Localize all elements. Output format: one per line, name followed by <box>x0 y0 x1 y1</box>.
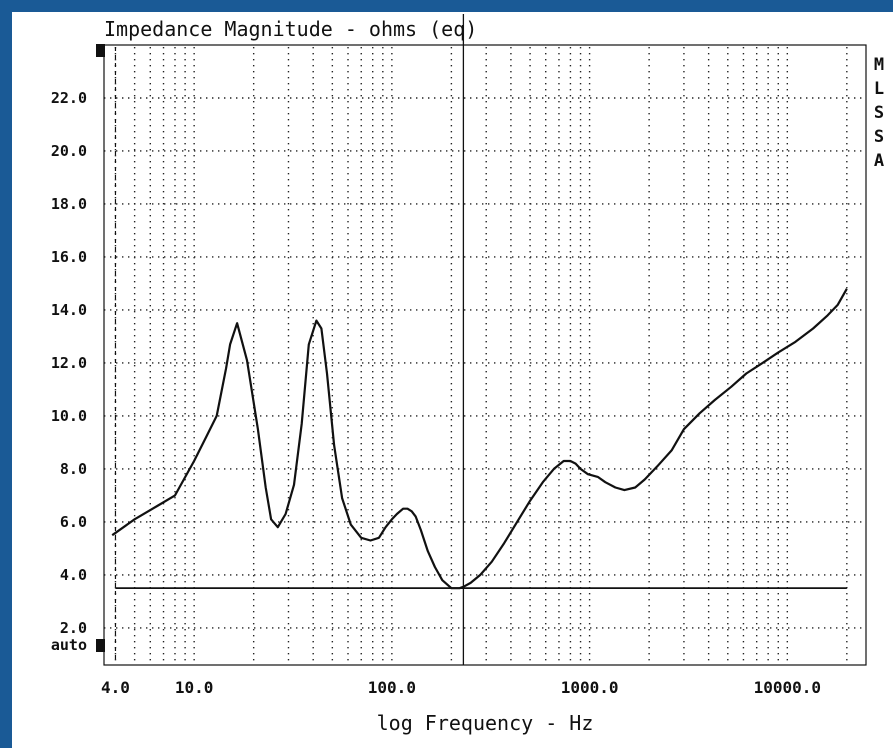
x-axis-labels: 4.0 10.0 100.0 1000.0 10000.0 <box>101 678 821 697</box>
x-tick-label: 100.0 <box>368 678 416 697</box>
corner-marker-top <box>96 44 105 57</box>
y-tick-label: 20.0 <box>51 142 87 160</box>
side-label-letter: S <box>874 103 884 123</box>
y-tick-label: 18.0 <box>51 195 87 213</box>
y-tick-label: 14.0 <box>51 301 87 319</box>
x-tick-label: 10000.0 <box>754 678 821 697</box>
y-auto-label: auto <box>51 636 87 654</box>
series-layer <box>111 14 848 665</box>
side-label-letter: S <box>874 127 884 147</box>
grid-layer <box>104 47 866 663</box>
side-label-letter: L <box>874 79 884 99</box>
y-tick-label: 2.0 <box>60 619 87 637</box>
chart-screen: Impedance Magnitude - ohms (eq) 2.0 4.0 6.… <box>12 12 893 748</box>
x-axis-title: log Frequency - Hz <box>377 711 594 735</box>
x-tick-label: 10.0 <box>175 678 214 697</box>
x-tick-label: 4.0 <box>101 678 130 697</box>
y-tick-label: 8.0 <box>60 460 87 478</box>
y-tick-label: 16.0 <box>51 248 87 266</box>
impedance-curve <box>111 288 848 590</box>
impedance-chart: Impedance Magnitude - ohms (eq) 2.0 4.0 6.… <box>51 14 884 735</box>
y-axis-labels: 2.0 4.0 6.0 8.0 10.0 12.0 14.0 16.0 18.0 20.0 22.0 <box>51 89 87 637</box>
side-label-letter: M <box>874 55 884 75</box>
corner-marker-bottom <box>96 639 105 652</box>
plot-frame <box>103 44 867 666</box>
side-label-letter: A <box>874 151 884 171</box>
x-tick-label: 1000.0 <box>561 678 619 697</box>
y-tick-label: 6.0 <box>60 513 87 531</box>
y-tick-label: 10.0 <box>51 407 87 425</box>
y-tick-label: 22.0 <box>51 89 87 107</box>
chart-title: Impedance Magnitude - ohms (eq) <box>104 17 477 41</box>
y-tick-label: 4.0 <box>60 566 87 584</box>
y-tick-label: 12.0 <box>51 354 87 372</box>
